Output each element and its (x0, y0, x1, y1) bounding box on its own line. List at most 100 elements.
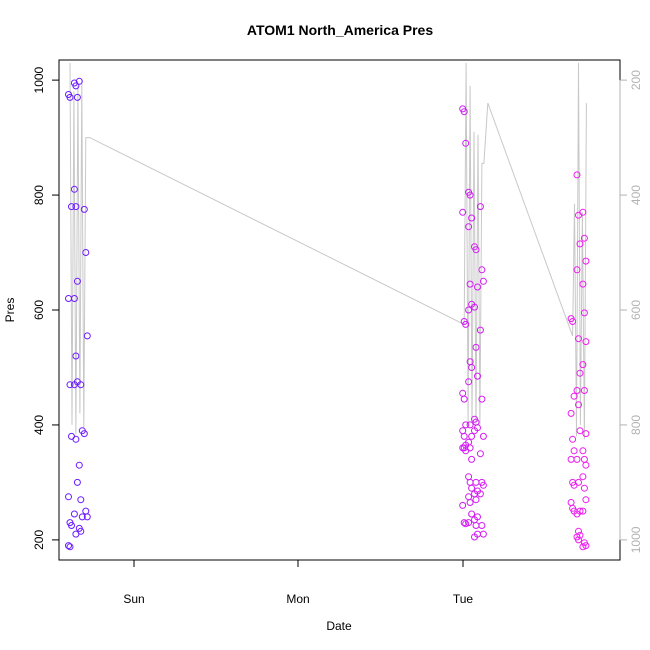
data-point (580, 484, 588, 492)
data-point (472, 496, 480, 504)
data-point (466, 280, 474, 288)
data-point (570, 447, 578, 455)
data-point (70, 185, 78, 193)
data-point (479, 530, 487, 538)
data-point (66, 93, 74, 101)
data-point (466, 478, 474, 486)
x-tick-label: Tue (453, 592, 474, 606)
data-point (579, 280, 587, 288)
data-point (75, 77, 83, 85)
data-point (580, 455, 588, 463)
data-point (75, 461, 83, 469)
data-point (78, 513, 86, 521)
data-point (474, 283, 481, 291)
data-point (573, 266, 581, 274)
pressure-points (65, 77, 590, 551)
data-point (569, 318, 577, 325)
data-point (472, 343, 480, 351)
data-point (476, 450, 484, 458)
data-point (479, 481, 487, 489)
data-point (468, 214, 476, 222)
data-point (478, 395, 486, 403)
y-tick-label: 1000 (32, 66, 46, 93)
data-point (478, 522, 486, 529)
data-point (580, 309, 588, 317)
data-point (77, 527, 85, 535)
data-point (82, 507, 90, 515)
data-point (77, 496, 85, 504)
data-point (570, 392, 578, 400)
data-point (472, 478, 480, 486)
data-point (73, 478, 81, 486)
data-point (471, 533, 478, 541)
data-point (65, 542, 72, 550)
data-point (579, 447, 587, 455)
data-point (465, 306, 473, 314)
data-point (479, 432, 487, 440)
data-point (573, 455, 581, 463)
data-point (465, 473, 473, 481)
data-point (573, 387, 581, 394)
data-point (468, 484, 476, 492)
data-point (82, 249, 90, 256)
data-point (70, 295, 78, 302)
data-point (80, 205, 88, 213)
data-point (462, 320, 470, 328)
data-point (459, 389, 467, 397)
y-axis-label: Pres (3, 298, 17, 323)
data-point (468, 432, 476, 440)
data-point (462, 421, 470, 429)
data-point (68, 203, 75, 211)
data-point (476, 490, 484, 498)
data-point (465, 493, 473, 501)
data-point (466, 444, 474, 452)
y-tick-label: 600 (32, 300, 46, 320)
y-right-tick-label: 1000 (629, 526, 643, 553)
data-point (466, 499, 474, 506)
data-point (72, 352, 80, 360)
data-point (582, 430, 590, 438)
data-point (474, 372, 481, 380)
data-point (576, 369, 584, 377)
y-right-tick-label: 200 (629, 70, 643, 90)
data-point (465, 223, 473, 231)
data-point (476, 326, 484, 334)
plot-frame (58, 59, 621, 561)
data-point (66, 381, 74, 389)
data-point (468, 364, 476, 371)
data-point (465, 378, 473, 386)
data-point (575, 335, 582, 343)
data-point (580, 387, 588, 394)
data-point (567, 409, 575, 417)
data-point (579, 507, 587, 515)
data-point (83, 332, 91, 340)
data-point (567, 499, 575, 506)
y-axis-left: 200 400 600 800 1000 (32, 66, 60, 550)
data-point (460, 519, 468, 527)
data-point (575, 527, 582, 535)
data-point (567, 455, 575, 463)
data-point (575, 211, 582, 219)
data-point (575, 478, 582, 486)
data-point (472, 522, 480, 529)
x-tick-label: Sun (123, 592, 144, 606)
data-point (70, 510, 78, 518)
data-point (575, 401, 582, 409)
data-point (478, 266, 486, 274)
data-point (460, 432, 468, 440)
data-point (68, 522, 75, 529)
data-point (576, 427, 584, 435)
data-point (573, 171, 581, 179)
data-point (466, 421, 474, 429)
data-point (579, 208, 587, 216)
y-axis-right: 200 400 600 800 1000 (619, 70, 643, 553)
data-point (479, 277, 487, 285)
data-point (80, 430, 88, 438)
data-point (582, 496, 590, 504)
data-point (460, 395, 468, 403)
data-point (576, 240, 584, 248)
data-point (579, 473, 587, 481)
data-point (83, 513, 91, 521)
data-point (465, 519, 473, 527)
